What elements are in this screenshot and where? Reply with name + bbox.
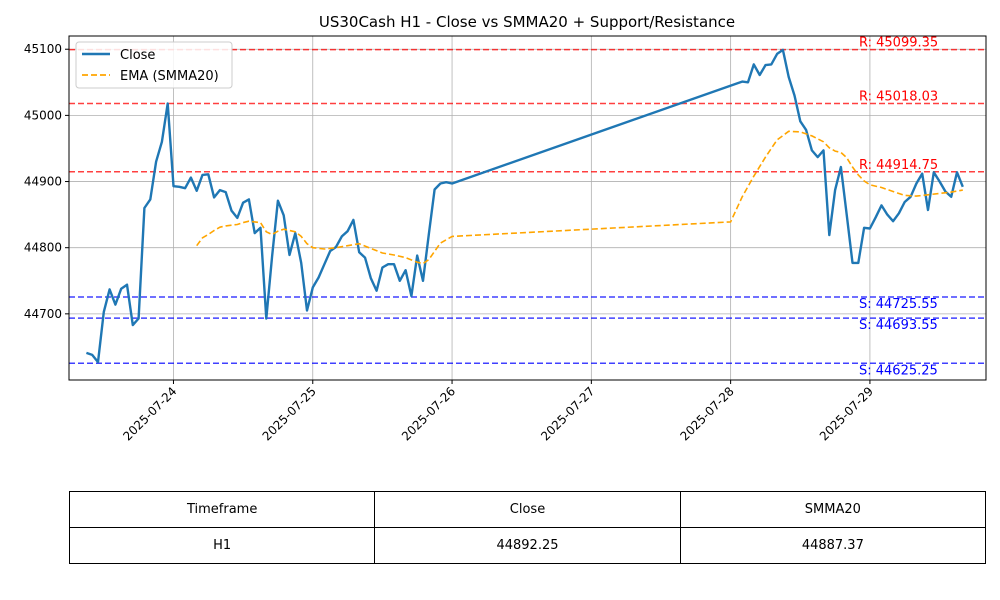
chart-title: US30Cash H1 - Close vs SMMA20 + Support/…: [319, 13, 735, 31]
grid-lines: [69, 36, 986, 380]
table-header-close: Close: [374, 491, 681, 528]
x-tick-label: 2025-07-27: [538, 384, 597, 443]
y-tick-label: 44700: [24, 307, 62, 321]
support-level-label: S: 44693.55: [859, 318, 938, 333]
summary-table: Timeframe Close SMMA20 H1 44892.25 44887…: [68, 491, 987, 564]
series-line-1: [196, 130, 963, 265]
x-tick-label: 2025-07-29: [817, 384, 876, 443]
legend-label-smma20: EMA (SMMA20): [120, 69, 219, 84]
plot-frame: [68, 35, 987, 381]
y-axis-ticks: 44700 44800 44900 45000 45100: [24, 42, 69, 321]
chart-area: US30Cash H1 - Close vs SMMA20 + Support/…: [24, 13, 987, 443]
x-tick-label: 2025-07-24: [120, 384, 179, 443]
x-tick-label: 2025-07-28: [678, 384, 737, 443]
table-header-smma20: SMMA20: [679, 491, 987, 528]
support-level-label: S: 44625.25: [859, 363, 938, 378]
y-tick-label: 45100: [24, 42, 62, 56]
y-tick-label: 44900: [24, 175, 62, 189]
table-cell-close: 44892.25: [374, 527, 681, 564]
table-header-timeframe: Timeframe: [68, 491, 376, 528]
x-tick-label: 2025-07-25: [260, 384, 319, 443]
resistance-level-label: R: 44914.75: [859, 158, 938, 173]
table-row: H1 44892.25 44887.37: [68, 527, 987, 564]
series-line-0: [86, 48, 964, 364]
legend-label-close: Close: [120, 48, 155, 63]
support-resistance-levels: R: 45099.35 R: 45018.03 R: 44914.75 S: 4472…: [69, 36, 986, 378]
resistance-level-label: R: 45099.35: [859, 36, 938, 51]
legend-box: [75, 41, 233, 89]
resistance-level-label: R: 45018.03: [859, 89, 938, 104]
series-lines: [86, 48, 964, 364]
y-tick-label: 45000: [24, 108, 62, 122]
y-tick-label: 44800: [24, 241, 62, 255]
legend: Close EMA (SMMA20): [75, 41, 233, 89]
x-axis-ticks: 2025-07-24 2025-07-25 2025-07-26 2025-07-27…: [120, 380, 876, 443]
x-tick-label: 2025-07-26: [399, 384, 458, 443]
table-cell-smma20: 44887.37: [679, 527, 987, 564]
table-cell-timeframe: H1: [68, 527, 376, 564]
table-header-row: Timeframe Close SMMA20: [68, 491, 987, 528]
support-level-label: S: 44725.55: [859, 297, 938, 312]
